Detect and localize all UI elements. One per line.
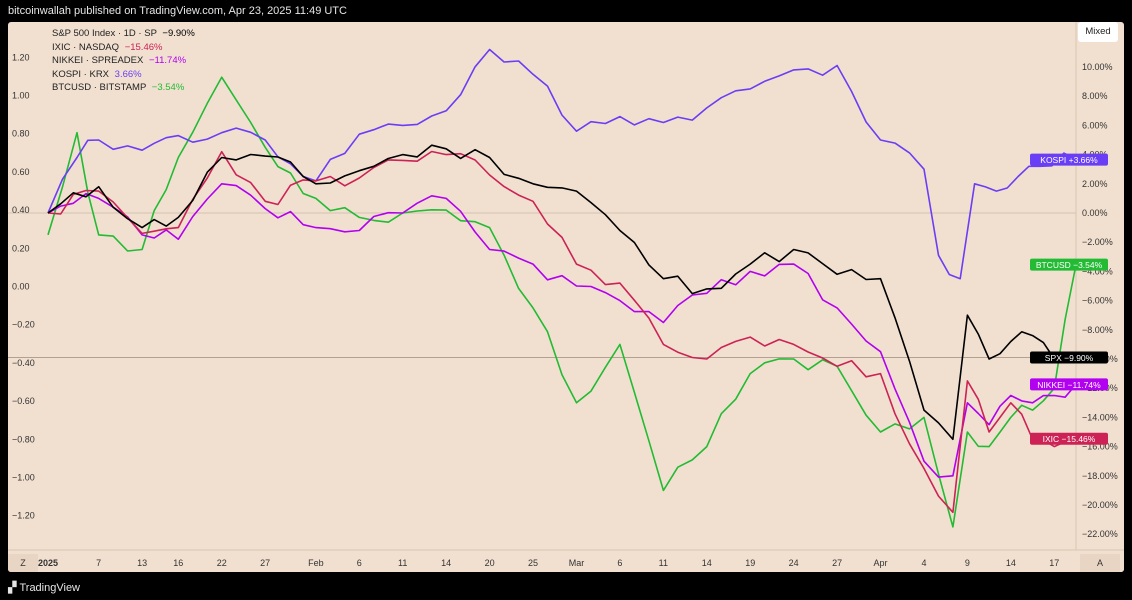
- value-tag-spx: [1030, 351, 1108, 364]
- value-tag-nikkei: [1030, 378, 1108, 391]
- right-axis-tick-label: −22.00%: [1082, 529, 1118, 539]
- right-axis-tick-label: −4.00%: [1082, 266, 1113, 276]
- left-axis-tick-label: 0.00: [12, 282, 30, 292]
- left-axis-tick-label: −0.20: [12, 320, 35, 330]
- x-axis-tick-label: 4: [921, 558, 926, 568]
- legend-row-kospi[interactable]: KOSPI · KRX 3.66%: [52, 68, 195, 82]
- auto-scale-box: [1080, 554, 1120, 572]
- x-axis-tick-label: 19: [745, 558, 755, 568]
- series-line-spx[interactable]: [47, 144, 1077, 441]
- x-axis-tick-label: 25: [528, 558, 538, 568]
- value-tag-text-nikkei: NIKKEI −11.74%: [1037, 380, 1101, 390]
- tradingview-brand-text: TradingView: [19, 582, 81, 594]
- zoom-z-label: Z: [20, 558, 26, 568]
- right-axis-tick-label: 6.00%: [1082, 120, 1108, 130]
- left-axis-tick-label: 0.60: [12, 167, 30, 177]
- right-axis-tick-label: −16.00%: [1082, 442, 1118, 452]
- right-axis-tick-label: −2.00%: [1082, 237, 1113, 247]
- right-axis-tick-label: −6.00%: [1082, 296, 1113, 306]
- left-axis-tick-label: 0.40: [12, 205, 30, 215]
- x-axis-tick-label: 6: [357, 558, 362, 568]
- legend-value-kospi: 3.66%: [114, 68, 142, 80]
- right-axis-tick-label: 10.00%: [1082, 62, 1113, 72]
- left-axis-tick-label: −0.40: [12, 358, 35, 368]
- left-axis-tick-label: −1.00: [12, 473, 35, 483]
- x-axis-tick-label: 13: [137, 558, 147, 568]
- left-axis-tick-label: −0.60: [12, 396, 35, 406]
- tradingview-logo[interactable]: ▞ TradingView: [8, 581, 80, 594]
- chart-panel[interactable]: 1.20 1.00 0.80 0.60 0.40 0.20 0.00 −0.20 −0.40 −0…: [8, 22, 1124, 572]
- legend-value-spx: −9.90%: [162, 28, 195, 39]
- left-axis-tick-label: 1.00: [12, 91, 30, 101]
- series-line-nikkei[interactable]: [47, 183, 1077, 478]
- legend-label-spx: S&P 500 Index · 1D · SP: [52, 28, 157, 39]
- value-tag-kospi: [1030, 153, 1108, 166]
- x-axis-tick-label: 2025: [38, 558, 58, 568]
- x-axis-tick-label: 7: [96, 558, 101, 568]
- time-axis-strip: [8, 550, 1124, 572]
- x-axis-tick-label: 16: [173, 558, 183, 568]
- x-axis-tick-label: 11: [659, 558, 668, 568]
- tradingview-logo-icon: ▞: [8, 582, 17, 594]
- legend-label-kospi: KOSPI · KRX: [52, 68, 110, 80]
- right-axis-tick-label: −14.00%: [1082, 412, 1118, 422]
- footer-bar: ▞ TradingView: [0, 572, 1132, 600]
- series-line-kospi[interactable]: [47, 48, 1077, 280]
- x-axis-tick-label: Mar: [569, 558, 585, 568]
- x-axis-tick-label: 9: [965, 558, 970, 568]
- x-axis-tick-label: 27: [260, 558, 270, 568]
- left-axis-tick-label: −0.80: [12, 434, 35, 444]
- value-tag-text-ixic: IXIC −15.46%: [1043, 434, 1096, 444]
- value-tag-btcusd: [1030, 258, 1108, 271]
- value-tag-text-kospi: KOSPI +3.66%: [1040, 155, 1098, 165]
- zoom-z-box: [8, 554, 38, 572]
- x-axis-tick-label: 24: [789, 558, 799, 568]
- x-axis-tick-label: Feb: [308, 558, 324, 568]
- left-axis-tick-label: 0.80: [12, 129, 30, 139]
- right-axis-tick-label: 8.00%: [1082, 91, 1108, 101]
- scale-mode-button[interactable]: Mixed: [1078, 22, 1118, 42]
- right-axis-tick-label: −20.00%: [1082, 500, 1118, 510]
- publisher-text: bitcoinwallah published on TradingView.c…: [8, 5, 347, 17]
- legend-label-nikkei: NIKKEI · SPREADEX: [52, 55, 144, 66]
- x-axis-tick-label: 17: [1049, 558, 1059, 568]
- value-tag-text-btcusd: BTCUSD −3.54%: [1036, 260, 1103, 270]
- right-axis-tick-label: −18.00%: [1082, 471, 1118, 481]
- publisher-bar: bitcoinwallah published on TradingView.c…: [0, 0, 1132, 22]
- chart-canvas[interactable]: 1.20 1.00 0.80 0.60 0.40 0.20 0.00 −0.20 −0.40 −0…: [8, 22, 1124, 572]
- legend-value-btcusd: −3.54%: [151, 82, 185, 93]
- x-axis-tick-label: 6: [617, 558, 622, 568]
- legend-row-spx[interactable]: S&P 500 Index · 1D · SP −9.90%: [52, 27, 195, 41]
- legend-row-btcusd[interactable]: BTCUSD · BITSTAMP −3.54%: [52, 81, 195, 95]
- legend-label-btcusd: BTCUSD · BITSTAMP: [52, 82, 147, 93]
- x-axis-tick-label: 14: [1006, 558, 1016, 568]
- legend-row-ixic[interactable]: IXIC · NASDAQ −15.46%: [52, 41, 195, 55]
- series-line-btcusd[interactable]: [47, 76, 1077, 528]
- x-axis-tick-label: 14: [441, 558, 451, 568]
- right-axis-tick-label: 2.00%: [1082, 179, 1108, 189]
- x-axis-tick-label: 14: [702, 558, 712, 568]
- auto-scale-a-label: A: [1097, 558, 1103, 568]
- x-axis-tick-label: 20: [485, 558, 495, 568]
- x-axis-tick-label: 22: [217, 558, 227, 568]
- x-axis-tick-label: 11: [398, 558, 407, 568]
- legend-row-nikkei[interactable]: NIKKEI · SPREADEX −11.74%: [52, 54, 195, 68]
- chart-legend: S&P 500 Index · 1D · SP −9.90% IXIC · NA…: [52, 27, 195, 95]
- value-tag-ixic: [1030, 432, 1108, 445]
- left-axis-tick-label: 0.20: [12, 243, 30, 253]
- x-axis-tick-label: Apr: [874, 558, 888, 568]
- legend-value-nikkei: −11.74%: [148, 55, 187, 66]
- x-axis-tick-label: 27: [832, 558, 842, 568]
- value-tag-text-spx: SPX −9.90%: [1045, 353, 1094, 363]
- legend-value-ixic: −15.46%: [124, 41, 163, 53]
- left-axis-tick-label: 1.20: [12, 52, 30, 62]
- left-axis-tick-label: −1.20: [12, 511, 35, 521]
- legend-label-ixic: IXIC · NASDAQ: [52, 41, 120, 53]
- right-axis-tick-label: −8.00%: [1082, 325, 1113, 335]
- right-axis-tick-label: 0.00%: [1082, 208, 1108, 218]
